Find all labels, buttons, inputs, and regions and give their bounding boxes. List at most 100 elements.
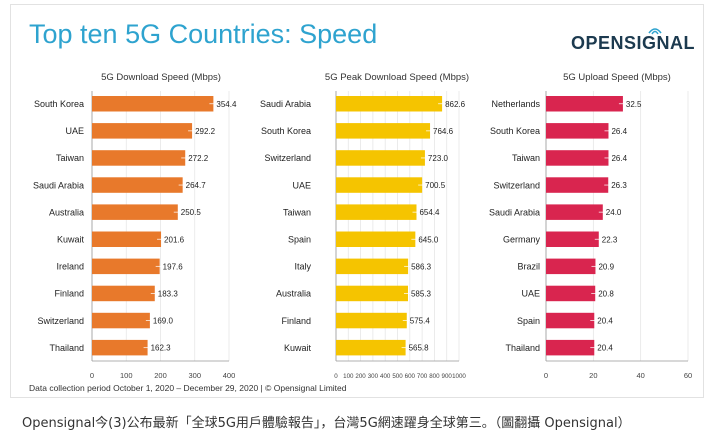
category-label: Netherlands <box>491 99 540 109</box>
x-tick-label: 800 <box>429 373 440 380</box>
category-label: Switzerland <box>264 153 311 163</box>
value-label: 723.0 <box>428 154 449 163</box>
panel-title: 5G Download Speed (Mbps) <box>101 72 221 83</box>
category-label: Australia <box>276 289 311 299</box>
value-label: 162.3 <box>151 344 172 353</box>
value-label: 32.5 <box>626 100 642 109</box>
category-label: Germany <box>503 234 541 244</box>
category-label: Kuwait <box>284 343 312 353</box>
value-label: 22.3 <box>602 235 618 244</box>
value-label: 169.0 <box>153 317 174 326</box>
value-label: 586.3 <box>411 262 432 271</box>
value-label: 26.3 <box>611 181 627 190</box>
bar <box>336 258 409 275</box>
category-label: Taiwan <box>283 207 311 217</box>
bar <box>546 258 596 275</box>
opensignal-logo: OPENSIGNAL <box>571 33 696 53</box>
value-label: 700.5 <box>425 181 446 190</box>
value-label: 575.4 <box>410 317 431 326</box>
category-label: South Korea <box>490 126 540 136</box>
bar <box>92 150 186 166</box>
signal-wave-icon <box>648 28 662 35</box>
bar <box>546 204 603 220</box>
category-label: Thailand <box>49 343 84 353</box>
value-label: 764.6 <box>433 127 454 136</box>
bar <box>92 312 150 329</box>
value-label: 26.4 <box>611 127 627 136</box>
value-label: 250.5 <box>181 208 202 217</box>
x-tick-label: 40 <box>636 371 644 380</box>
bar <box>92 96 214 112</box>
panel-title: 5G Peak Download Speed (Mbps) <box>325 72 469 83</box>
value-label: 201.6 <box>164 235 185 244</box>
category-label: Switzerland <box>37 316 84 326</box>
value-label: 20.9 <box>598 262 614 271</box>
bar <box>92 339 148 356</box>
bar <box>92 231 162 247</box>
bar <box>336 339 406 356</box>
category-label: Kuwait <box>57 234 85 244</box>
value-label: 862.6 <box>445 100 466 109</box>
bar <box>546 123 609 139</box>
value-label: 26.4 <box>611 154 627 163</box>
chart-panel-3: 5G Upload Speed (Mbps) 0 20 40 60 Netherlands… <box>489 72 692 380</box>
category-label: Ireland <box>56 262 84 272</box>
category-label: UAE <box>292 180 311 190</box>
category-label: Spain <box>517 316 540 326</box>
chart-panel-2: 5G Peak Download Speed (Mbps) 0 100 200 300 4… <box>260 72 469 380</box>
bar <box>92 177 183 193</box>
category-label: Switzerland <box>493 180 540 190</box>
category-label: Saudi Arabia <box>489 207 540 217</box>
bar <box>92 258 160 275</box>
value-label: 565.8 <box>409 344 430 353</box>
category-label: Thailand <box>505 343 540 353</box>
x-tick-label: 100 <box>343 373 354 380</box>
bar <box>336 285 408 302</box>
category-label: Taiwan <box>512 153 540 163</box>
bar <box>336 231 416 247</box>
value-label: 264.7 <box>186 181 207 190</box>
value-label: 645.0 <box>418 235 439 244</box>
category-label: Taiwan <box>56 153 84 163</box>
x-tick-label: 0 <box>544 371 548 380</box>
value-label: 20.4 <box>597 317 613 326</box>
photo-caption: Opensignal今(3)公布最新「全球5G用戶體驗報告」，台灣5G網速躍身全… <box>22 416 631 431</box>
value-label: 354.4 <box>216 100 237 109</box>
bar <box>546 285 596 302</box>
value-label: 24.0 <box>606 208 622 217</box>
bar <box>546 150 609 166</box>
value-label: 20.4 <box>597 344 613 353</box>
value-label: 197.6 <box>163 262 184 271</box>
bar <box>336 312 407 329</box>
category-label: South Korea <box>261 126 311 136</box>
bar <box>336 177 423 193</box>
value-label: 20.8 <box>598 289 614 298</box>
bar <box>92 285 155 302</box>
x-tick-label: 300 <box>188 371 201 380</box>
chart-card: Top ten 5G Countries: Speed OPENSIGNAL 5… <box>10 4 704 398</box>
x-tick-label: 400 <box>380 373 391 380</box>
x-tick-label: 1000 <box>452 373 466 380</box>
bar <box>546 312 595 329</box>
bar <box>546 231 599 247</box>
value-label: 272.2 <box>188 154 209 163</box>
value-label: 292.2 <box>195 127 216 136</box>
x-tick-label: 500 <box>392 373 403 380</box>
x-tick-label: 200 <box>154 371 167 380</box>
data-period-footnote: Data collection period October 1, 2020 –… <box>29 383 347 393</box>
category-label: UAE <box>65 126 84 136</box>
category-label: Brazil <box>517 262 540 272</box>
x-tick-label: 600 <box>405 373 416 380</box>
x-tick-label: 700 <box>417 373 428 380</box>
bar <box>92 204 178 220</box>
bar-charts: 5G Download Speed (Mbps) 0 100 200 300 400 Sou… <box>33 72 692 380</box>
bar <box>546 177 609 193</box>
category-label: UAE <box>521 289 540 299</box>
x-tick-label: 400 <box>223 371 236 380</box>
category-label: Italy <box>294 262 311 272</box>
category-label: Finland <box>54 289 84 299</box>
bar <box>92 123 193 139</box>
value-label: 654.4 <box>419 208 440 217</box>
x-tick-label: 20 <box>589 371 597 380</box>
x-tick-label: 100 <box>120 371 133 380</box>
